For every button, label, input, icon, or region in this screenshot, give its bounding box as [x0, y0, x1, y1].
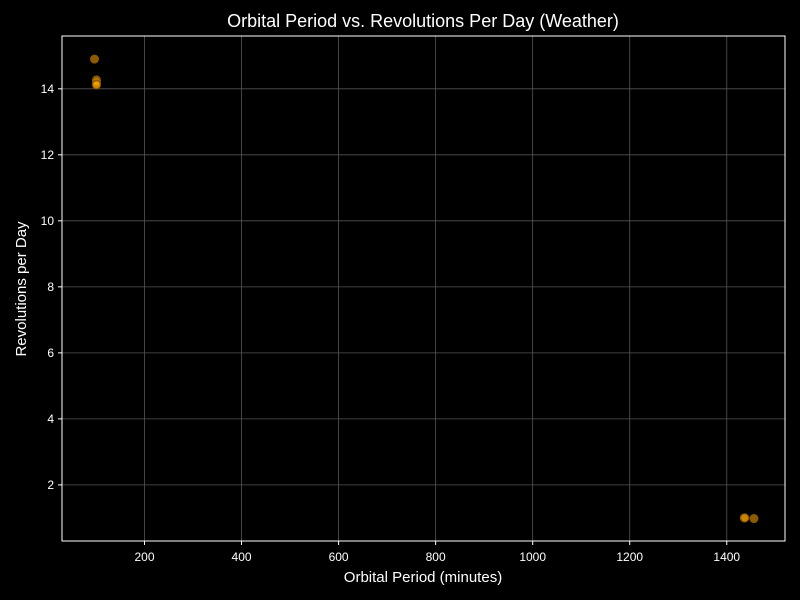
data-points: [90, 54, 759, 524]
x-tick-label: 200: [134, 550, 154, 564]
plot-area-frame: [61, 35, 786, 542]
y-axis-label: Revolutions per Day: [13, 221, 30, 357]
y-tick-label: 8: [47, 280, 54, 294]
x-axis-label: Orbital Period (minutes): [344, 569, 502, 586]
data-point: [91, 80, 101, 90]
y-tick-label: 4: [47, 412, 54, 426]
y-tick-label: 10: [41, 214, 55, 228]
data-point: [740, 513, 750, 523]
data-point: [90, 54, 100, 64]
data-point: [749, 514, 759, 524]
x-tick-label: 600: [329, 550, 349, 564]
x-tick-label: 1000: [519, 550, 546, 564]
y-tick-label: 2: [47, 478, 54, 492]
grid: [62, 36, 785, 541]
y-tick-label: 12: [41, 148, 55, 162]
x-tick-label: 400: [232, 550, 252, 564]
y-tick-label: 6: [47, 346, 54, 360]
x-tick-label: 1200: [616, 550, 643, 564]
x-tick-label: 1400: [713, 550, 740, 564]
y-tick-label: 14: [41, 82, 55, 96]
axis-ticks: 200 400 600 800 1000 1200 1400 2 4 6 8 10 12 14: [41, 82, 741, 564]
chart-title: Orbital Period vs. Revolutions Per Day (…: [227, 11, 619, 31]
x-tick-label: 800: [426, 550, 446, 564]
